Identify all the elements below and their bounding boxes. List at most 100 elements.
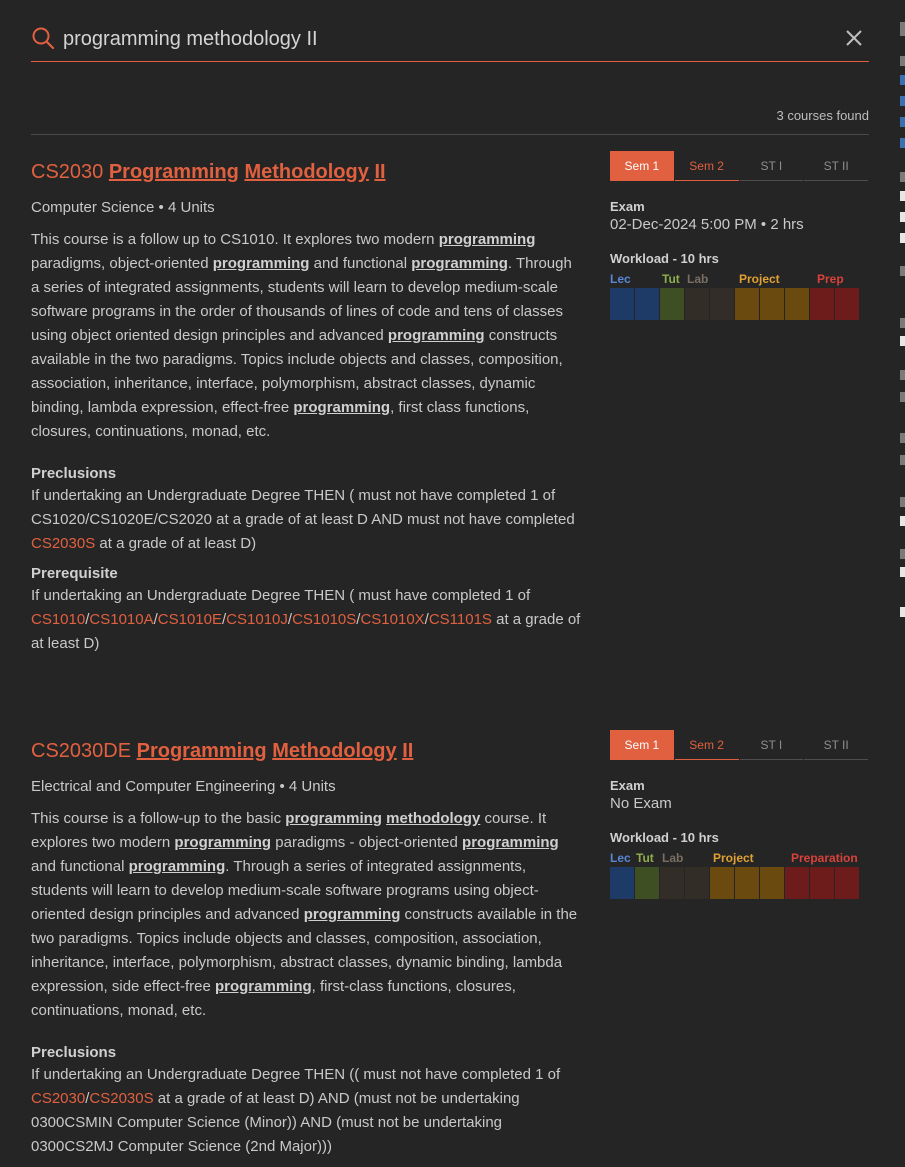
filter-panel-edge — [898, 0, 905, 1167]
tab-st-2[interactable]: ST II — [804, 151, 868, 181]
tab-st-1[interactable]: ST I — [739, 151, 804, 181]
tab-st-2[interactable]: ST II — [804, 730, 868, 760]
filter-edge-mark — [900, 56, 905, 66]
highlighted-keyword: programming — [462, 834, 559, 851]
workload-box-lec — [610, 288, 634, 320]
workload-box-lec — [635, 288, 659, 320]
filter-edge-mark — [900, 392, 905, 402]
course-description: This course is a follow-up to the basic … — [31, 810, 578, 1019]
highlighted-keyword: programming — [174, 834, 272, 851]
course-code-link[interactable]: CS2030S — [31, 535, 96, 552]
search-bar — [31, 22, 869, 62]
title-word[interactable]: Methodology — [272, 740, 397, 762]
filter-edge-mark — [900, 549, 905, 559]
workload-box-lec — [610, 867, 634, 899]
workload-legend: Lec Tut Lab Project Prep — [610, 272, 869, 288]
course-code-link[interactable]: CS1010X — [360, 611, 425, 628]
workload-bar — [610, 867, 869, 899]
filter-checkbox-edge[interactable] — [900, 138, 905, 148]
workload-legend: Lec Tut Lab Project Preparation — [610, 851, 869, 867]
filter-checkbox-edge[interactable] — [900, 516, 905, 526]
title-word[interactable]: Methodology — [244, 161, 369, 183]
highlighted-keyword: programming — [293, 399, 391, 416]
workload-bar — [610, 288, 869, 320]
course-side-panel: Sem 1 Sem 2 ST I ST II Exam 02-Dec-2024 … — [610, 151, 869, 320]
filter-checkbox-edge[interactable] — [900, 212, 905, 222]
filter-edge-mark — [900, 172, 905, 182]
title-word[interactable]: Programming — [136, 740, 267, 762]
course-description: This course is a follow up to CS1010. It… — [31, 231, 572, 440]
exam-value: No Exam — [610, 795, 672, 812]
workload-box-project — [785, 288, 809, 320]
workload-box-tut — [635, 867, 659, 899]
workload-box-project — [760, 867, 784, 899]
course-code-link[interactable]: CS2030 — [31, 1090, 86, 1107]
workload-box-project — [760, 288, 784, 320]
workload-box-prep — [785, 867, 809, 899]
workload-box-tut — [660, 288, 684, 320]
highlighted-keyword: programming — [438, 231, 536, 248]
tab-sem-2[interactable]: Sem 2 — [674, 151, 739, 181]
semester-tabs: Sem 1 Sem 2 ST I ST II — [610, 151, 869, 181]
filter-checkbox-edge[interactable] — [900, 607, 905, 617]
title-word[interactable]: Programming — [108, 161, 239, 183]
filter-checkbox-edge[interactable] — [900, 117, 905, 127]
tab-st-1[interactable]: ST I — [739, 730, 804, 760]
workload-box-prep — [835, 288, 859, 320]
course-main: CS2030DE Programming Methodology II Elec… — [31, 737, 583, 1159]
search-icon — [32, 27, 55, 50]
legend-project: Project — [713, 851, 754, 865]
course-meta: Computer Science • 4 Units — [31, 199, 215, 216]
tab-sem-1[interactable]: Sem 1 — [610, 730, 674, 760]
preclusions-body: If undertaking an Undergraduate Degree T… — [31, 1066, 561, 1155]
filter-edge-mark — [900, 22, 905, 36]
course-code-link[interactable]: CS2030S — [89, 1090, 154, 1107]
course-title[interactable]: CS2030 Programming Methodology II — [31, 158, 583, 186]
title-word[interactable]: II — [402, 740, 414, 762]
title-word[interactable]: II — [374, 161, 386, 183]
course-code-link[interactable]: CS1101S — [428, 611, 492, 628]
filter-edge-mark — [900, 318, 905, 328]
filter-edge-mark — [900, 266, 905, 276]
filter-checkbox-edge[interactable] — [900, 233, 905, 243]
workload-box-lab — [660, 867, 684, 899]
highlighted-keyword: programming — [214, 978, 312, 995]
exam-label: Exam — [610, 199, 645, 214]
course-title[interactable]: CS2030DE Programming Methodology II — [31, 737, 583, 765]
workload-box-prep — [835, 867, 859, 899]
search-input[interactable] — [63, 25, 833, 53]
highlighted-keyword: programming — [411, 255, 508, 272]
course-code-link[interactable]: CS1010J — [226, 611, 288, 628]
workload-box-project — [735, 288, 759, 320]
course-code-link[interactable]: CS1010S — [292, 611, 357, 628]
exam-label: Exam — [610, 778, 645, 793]
tab-sem-1[interactable]: Sem 1 — [610, 151, 674, 181]
filter-checkbox-edge[interactable] — [900, 75, 905, 85]
legend-lec: Lec — [610, 851, 631, 865]
filter-checkbox-edge[interactable] — [900, 336, 905, 346]
filter-edge-mark — [900, 455, 905, 465]
preclusions-title: Preclusions — [31, 465, 117, 482]
workload-box-project — [710, 867, 734, 899]
highlighted-keyword: programming — [285, 810, 382, 827]
close-icon[interactable] — [844, 28, 864, 48]
legend-tut: Tut — [662, 272, 680, 286]
workload-label: Workload - 10 hrs — [610, 251, 719, 266]
highlighted-keyword: programming — [212, 255, 310, 272]
semester-tabs: Sem 1 Sem 2 ST I ST II — [610, 730, 869, 760]
results-count: 3 courses found — [31, 104, 869, 135]
course-code-link[interactable]: CS1010E — [157, 611, 222, 628]
filter-edge-mark — [900, 370, 905, 380]
course-code[interactable]: CS2030DE — [31, 740, 132, 762]
highlighted-keyword: programming — [128, 858, 226, 875]
course-code-link[interactable]: CS1010A — [89, 611, 154, 628]
filter-checkbox-edge[interactable] — [900, 191, 905, 201]
filter-edge-mark — [900, 497, 905, 507]
tab-sem-2[interactable]: Sem 2 — [674, 730, 739, 760]
course-code[interactable]: CS2030 — [31, 161, 104, 183]
filter-checkbox-edge[interactable] — [900, 567, 905, 577]
filter-checkbox-edge[interactable] — [900, 96, 905, 106]
preclusions-title: Preclusions — [31, 1044, 117, 1061]
course-code-link[interactable]: CS1010 — [31, 611, 86, 628]
legend-tut: Tut — [636, 851, 654, 865]
